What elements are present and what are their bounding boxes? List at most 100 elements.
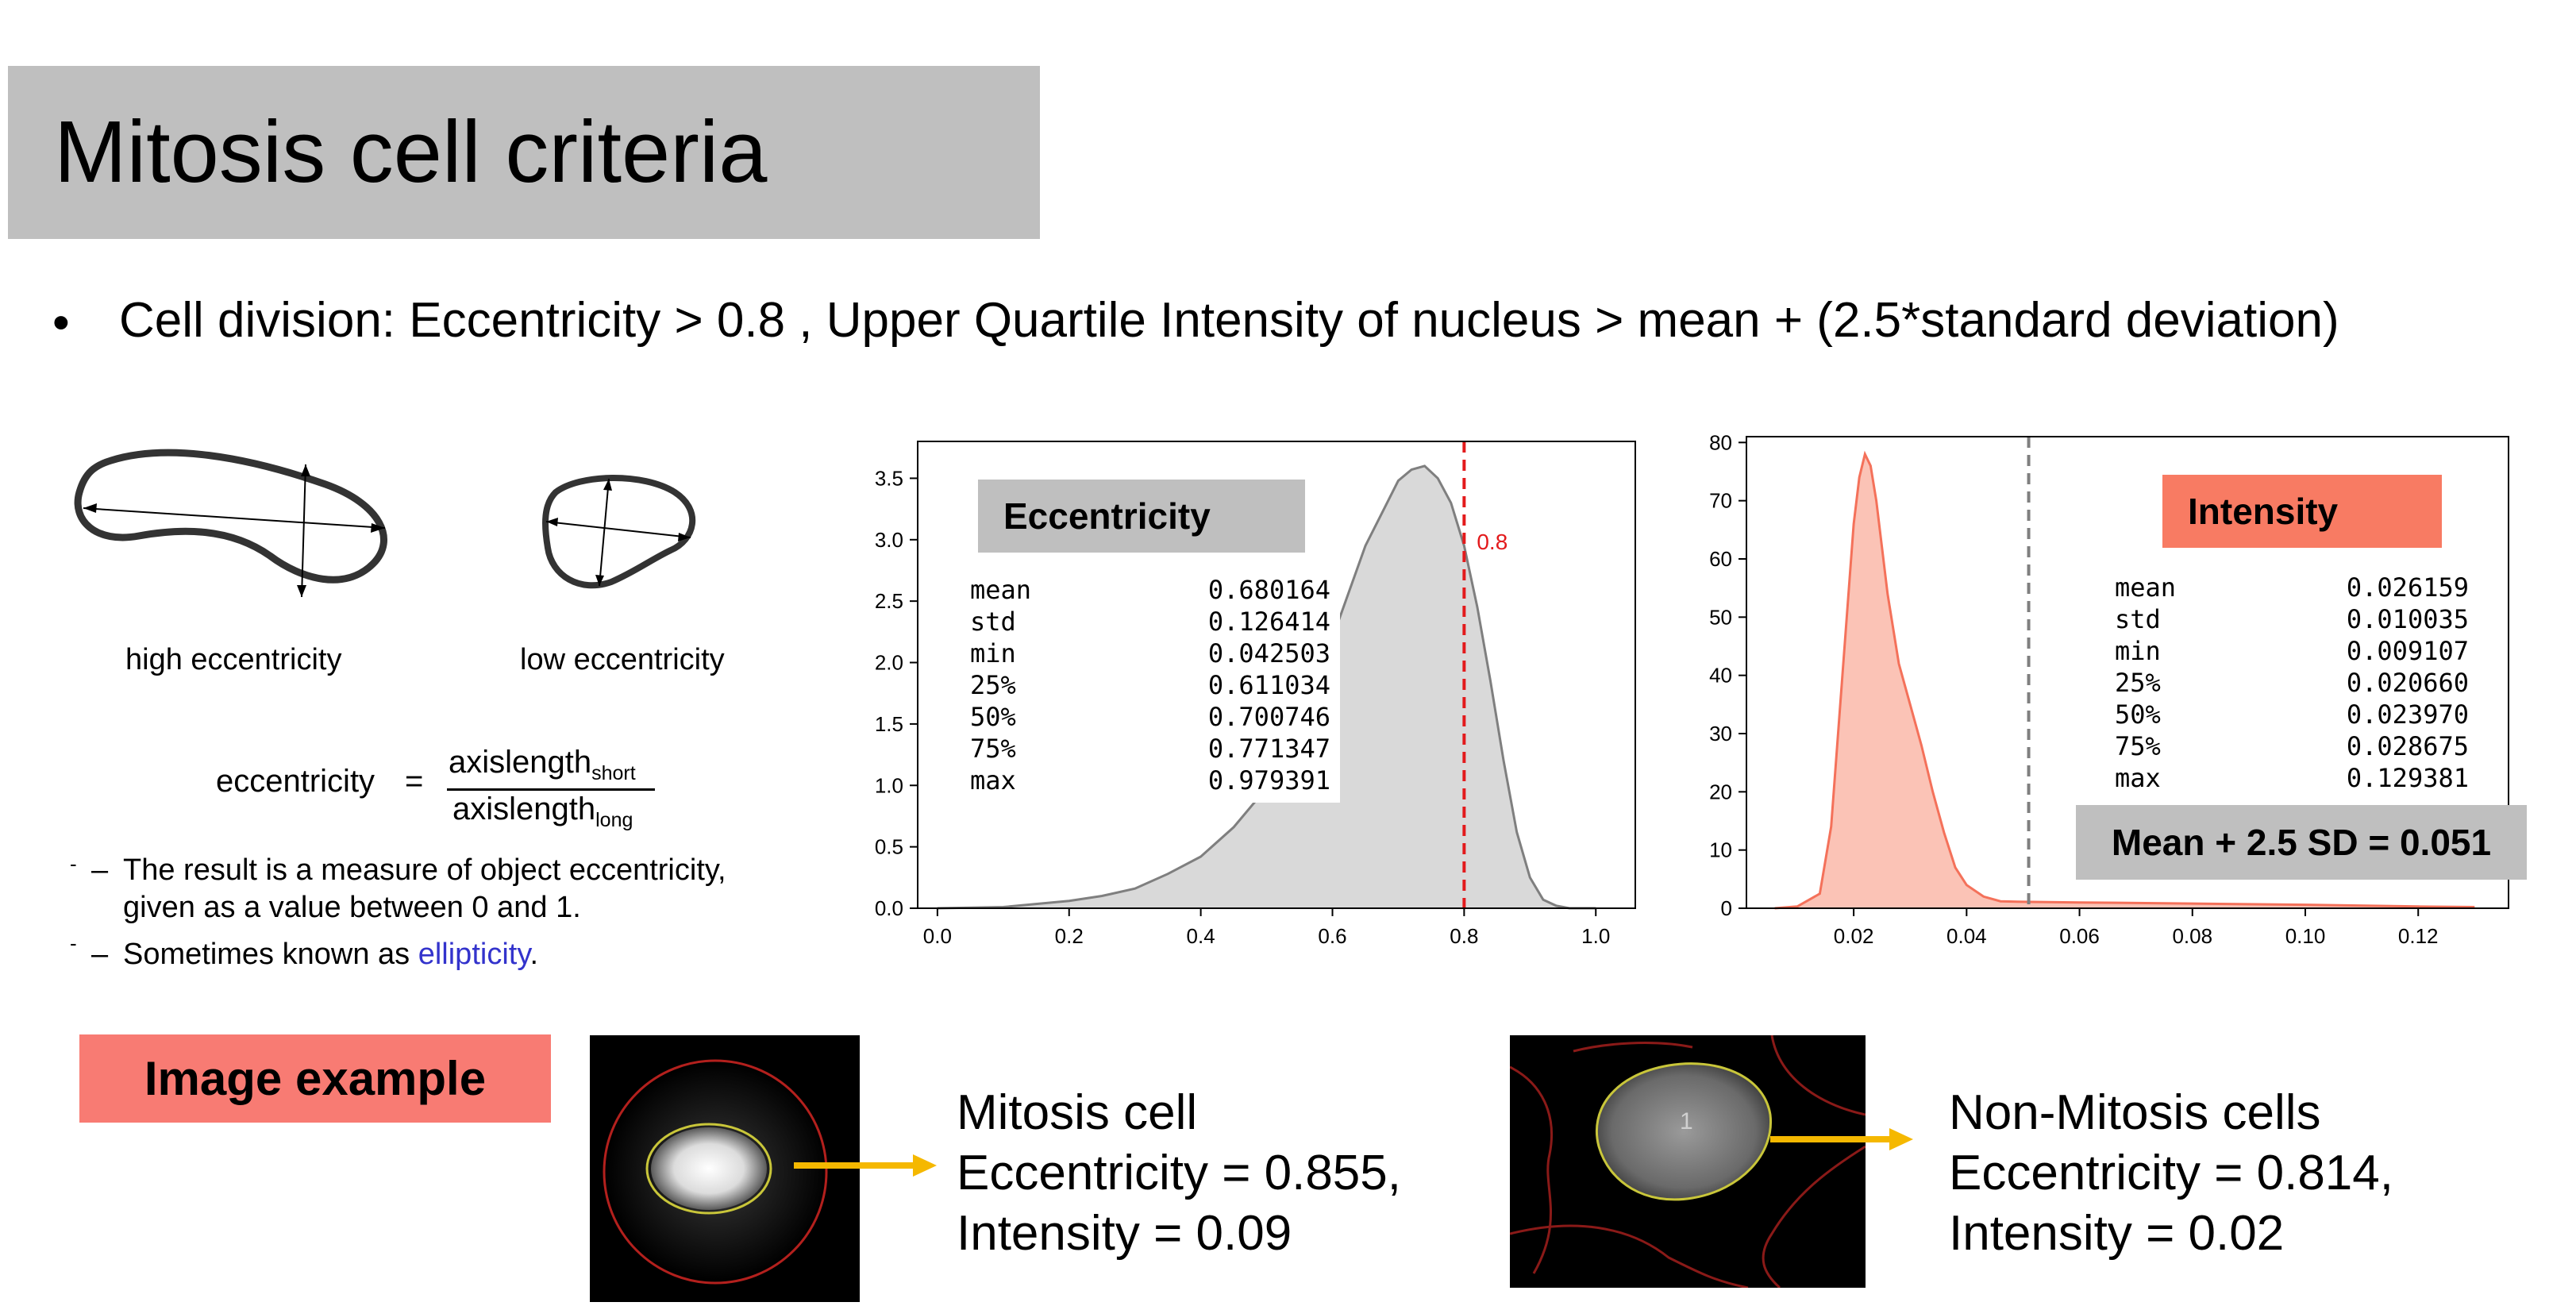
intensity-x-tick-label: 0.08 bbox=[2172, 924, 2212, 948]
intensity-x-tick-label: 0.02 bbox=[1834, 924, 1874, 948]
intensity-y-tick-label: 70 bbox=[1709, 489, 1732, 513]
formula-equals: = bbox=[405, 764, 424, 799]
eccentricity-frame bbox=[917, 441, 1636, 909]
bullet-marker: • bbox=[52, 295, 70, 350]
eccentricity-x-tick-label: 0.2 bbox=[1055, 924, 1084, 948]
stat-row: 75% 0.771347 bbox=[970, 733, 1330, 765]
eccentricity-threshold-label: 0.8 bbox=[1477, 530, 1507, 554]
intensity-x-tick-label: 0.10 bbox=[2285, 924, 2326, 948]
stat-row: 50% 0.023970 bbox=[2115, 699, 2469, 730]
eccentricity-y-tick-label: 3.0 bbox=[875, 528, 903, 552]
stat-value: 0.126414 bbox=[1207, 607, 1330, 637]
stat-name: std bbox=[970, 607, 1016, 637]
eccentricity-x-tick-label: 0.4 bbox=[1187, 924, 1215, 948]
non-mitosis-title: Non-Mitosis cells bbox=[1949, 1085, 2321, 1140]
cell-number-label: 1 bbox=[1680, 1108, 1693, 1135]
intensity-density-chart: 0.02 0.04 0.06 0.08 0.10 0.12 0 10 20 30 40 50 60 70 8… bbox=[1709, 430, 2509, 948]
formula-numerator: axislengthshort bbox=[449, 745, 636, 784]
fraction-bar bbox=[447, 788, 655, 791]
stat-row: 25% 0.020660 bbox=[2115, 667, 2469, 699]
formula-lhs: eccentricity bbox=[216, 764, 375, 799]
stat-row: min 0.042503 bbox=[970, 638, 1330, 669]
stat-row: min 0.009107 bbox=[2115, 635, 2469, 667]
description-line: Sometimes known as ellipticity. bbox=[123, 938, 539, 971]
low-eccentricity-shape bbox=[542, 475, 696, 589]
tick-mark: - bbox=[70, 931, 77, 955]
intensity-y-tick-label: 30 bbox=[1709, 722, 1732, 745]
eccentricity-y-tick-label: 0.0 bbox=[875, 896, 903, 920]
stat-value: 0.680164 bbox=[1207, 575, 1330, 605]
stat-name: mean bbox=[970, 575, 1032, 605]
stat-row: std 0.126414 bbox=[970, 606, 1330, 638]
stat-name: 25% bbox=[2115, 668, 2161, 698]
title-banner bbox=[8, 66, 1040, 239]
stat-value: 0.611034 bbox=[1207, 670, 1330, 700]
description-line: The result is a measure of object eccent… bbox=[123, 853, 726, 887]
eccentricity-y-tick-label: 2.5 bbox=[875, 589, 903, 613]
intensity-area bbox=[1774, 454, 2475, 908]
stat-value: 0.028675 bbox=[2346, 731, 2469, 761]
stat-name: 50% bbox=[970, 702, 1016, 732]
eccentricity-y-tick-label: 1.5 bbox=[875, 712, 903, 736]
stat-name: std bbox=[2115, 604, 2161, 634]
eccentricity-density-chart: 0.8 0.0 0.2 0.4 0.6 0.8 1.0 0.0 0.5 1.0 1.5 2.0 2.5 3… bbox=[875, 441, 1636, 948]
stat-value: 0.026159 bbox=[2346, 572, 2469, 603]
stat-row: mean 0.026159 bbox=[2115, 572, 2469, 603]
mitosis-eccentricity: Eccentricity = 0.855, bbox=[957, 1146, 1401, 1200]
eccentricity-stats-table: mean 0.680164 std 0.126414 min 0.042503 25% 0.6… bbox=[970, 574, 1340, 803]
tick-mark: - bbox=[70, 852, 77, 876]
intensity-y-tick-label: 40 bbox=[1709, 664, 1732, 688]
intensity-y-tick-label: 50 bbox=[1709, 605, 1732, 629]
non-mitosis-intensity: Intensity = 0.02 bbox=[1949, 1206, 2285, 1261]
intensity-x-tick-label: 0.12 bbox=[2398, 924, 2439, 948]
stat-name: 75% bbox=[2115, 731, 2161, 761]
intensity-y-tick-label: 80 bbox=[1709, 430, 1732, 454]
non-mitosis-eccentricity: Eccentricity = 0.814, bbox=[1949, 1146, 2393, 1200]
stat-name: min bbox=[2115, 636, 2161, 666]
eccentricity-x-tick-label: 0.6 bbox=[1318, 924, 1346, 948]
stat-row: max 0.129381 bbox=[2115, 762, 2469, 794]
stat-value: 0.771347 bbox=[1207, 734, 1330, 764]
intensity-line bbox=[1774, 450, 2475, 910]
stat-row: 25% 0.611034 bbox=[970, 669, 1330, 701]
stat-value: 0.010035 bbox=[2346, 604, 2469, 634]
description-line: given as a value between 0 and 1. bbox=[123, 891, 581, 924]
intensity-frame bbox=[1746, 436, 2509, 909]
mitosis-title: Mitosis cell bbox=[957, 1085, 1198, 1140]
intensity-y-tick-label: 0 bbox=[1721, 896, 1732, 920]
page-title: Mitosis cell criteria bbox=[54, 103, 768, 201]
dash-marker: – bbox=[91, 853, 109, 887]
intensity-x-tick-label: 0.06 bbox=[2059, 924, 2100, 948]
stat-value: 0.979391 bbox=[1207, 765, 1330, 796]
non-mitosis-cell-image: 1 bbox=[1510, 1035, 1866, 1288]
intensity-y-tick-label: 60 bbox=[1709, 547, 1732, 571]
stat-value: 0.020660 bbox=[2346, 668, 2469, 698]
stat-value: 0.700746 bbox=[1207, 702, 1330, 732]
ellipticity-link[interactable]: ellipticity bbox=[418, 938, 530, 971]
stat-value: 0.023970 bbox=[2346, 699, 2469, 730]
stat-row: max 0.979391 bbox=[970, 765, 1330, 796]
mitosis-intensity: Intensity = 0.09 bbox=[957, 1206, 1292, 1261]
stat-row: 50% 0.700746 bbox=[970, 701, 1330, 733]
stat-row: std 0.010035 bbox=[2115, 603, 2469, 635]
dash-marker: – bbox=[91, 938, 109, 971]
intensity-y-tick-label: 20 bbox=[1709, 780, 1732, 803]
stat-value: 0.042503 bbox=[1207, 638, 1330, 668]
stat-name: 75% bbox=[970, 734, 1016, 764]
eccentricity-x-tick-label: 1.0 bbox=[1581, 924, 1610, 948]
criteria-bullet: Cell division: Eccentricity > 0.8 , Uppe… bbox=[119, 293, 2339, 348]
high-eccentricity-shape bbox=[74, 449, 387, 598]
eccentricity-y-tick-label: 1.0 bbox=[875, 773, 903, 797]
eccentricity-area bbox=[937, 465, 1596, 908]
eccentricity-y-tick-label: 3.5 bbox=[875, 466, 903, 490]
intensity-label-box: Intensity bbox=[2162, 475, 2442, 548]
stat-name: max bbox=[2115, 763, 2161, 793]
low-eccentricity-label: low eccentricity bbox=[520, 643, 725, 676]
stat-name: max bbox=[970, 765, 1016, 796]
high-eccentricity-label: high eccentricity bbox=[125, 643, 342, 676]
intensity-y-tick-label: 10 bbox=[1709, 838, 1732, 862]
stat-value: 0.129381 bbox=[2346, 763, 2469, 793]
eccentricity-y-tick-label: 0.5 bbox=[875, 835, 903, 859]
image-example-heading: Image example bbox=[79, 1034, 551, 1123]
eccentricity-y-tick-label: 2.0 bbox=[875, 651, 903, 675]
